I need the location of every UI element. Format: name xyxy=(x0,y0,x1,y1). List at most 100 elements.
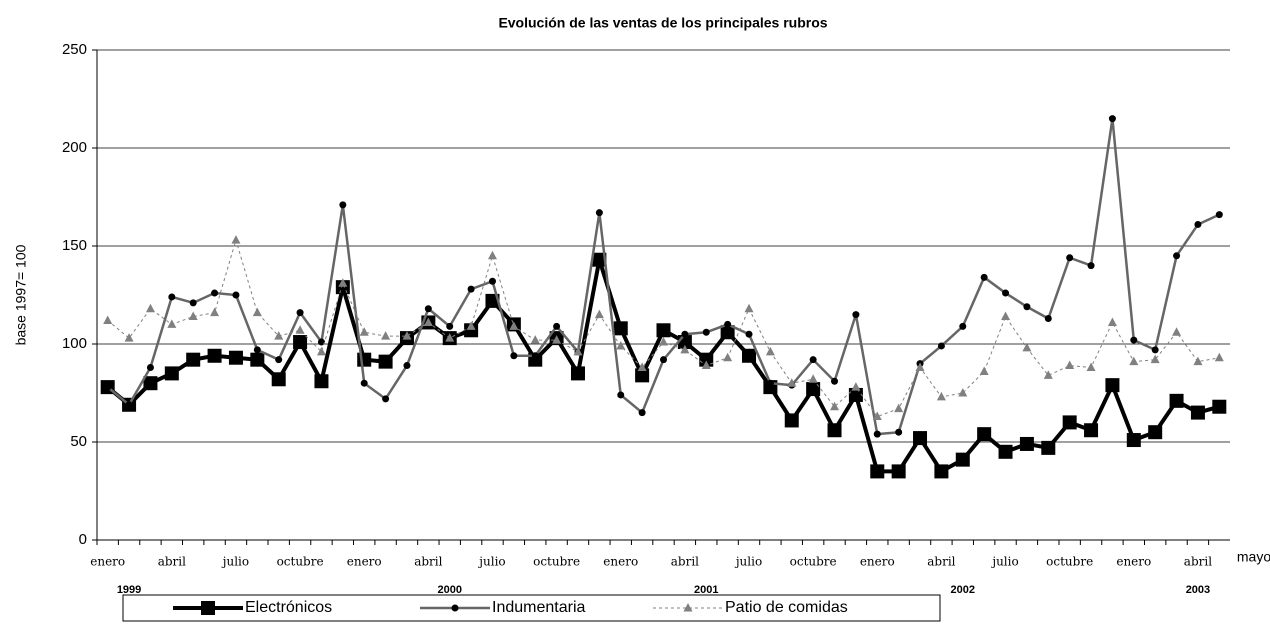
marker xyxy=(594,309,604,319)
marker xyxy=(959,322,967,330)
x-tick-label: octubre xyxy=(790,555,837,569)
x-tick-label: octubre xyxy=(1046,555,1093,569)
year-label: 1999 xyxy=(117,584,141,596)
year-label: 2000 xyxy=(437,584,461,596)
marker xyxy=(891,464,906,479)
marker xyxy=(295,325,305,334)
marker xyxy=(189,299,197,307)
marker xyxy=(1151,346,1159,354)
marker xyxy=(915,362,925,372)
marker xyxy=(1084,423,1099,438)
year-label: 2002 xyxy=(951,584,975,596)
marker xyxy=(1023,303,1031,311)
marker xyxy=(808,374,818,383)
marker xyxy=(445,333,455,342)
marker xyxy=(1108,115,1116,123)
y-tick-label: 100 xyxy=(62,335,87,352)
marker xyxy=(766,379,774,387)
marker xyxy=(275,356,283,364)
marker xyxy=(979,366,989,375)
marker xyxy=(296,309,304,317)
legend-box xyxy=(122,594,941,622)
marker xyxy=(274,331,284,340)
marker xyxy=(870,464,885,479)
marker xyxy=(681,330,689,338)
marker xyxy=(699,352,714,367)
marker xyxy=(765,346,775,356)
x-tick-label: julio xyxy=(990,555,1018,569)
legend-marker xyxy=(201,601,215,615)
series-line xyxy=(106,118,1220,436)
marker xyxy=(1022,342,1032,352)
series-line xyxy=(106,259,1220,475)
marker xyxy=(143,376,158,391)
x-tick-label: abril xyxy=(1184,555,1212,569)
marker xyxy=(250,352,265,367)
marker xyxy=(1129,356,1139,366)
marker xyxy=(570,366,585,381)
marker xyxy=(955,452,970,467)
marker xyxy=(124,333,134,342)
marker xyxy=(338,278,348,287)
marker xyxy=(1212,399,1227,414)
marker xyxy=(1193,356,1203,366)
x-tick-label: abril xyxy=(671,555,699,569)
marker xyxy=(378,354,393,369)
marker xyxy=(271,372,286,387)
marker xyxy=(359,327,369,336)
marker xyxy=(1172,327,1182,336)
marker xyxy=(701,360,711,370)
marker xyxy=(487,250,497,260)
marker xyxy=(852,311,860,319)
marker xyxy=(186,352,201,367)
marker xyxy=(809,356,817,364)
marker xyxy=(720,325,735,340)
marker xyxy=(1066,254,1074,262)
marker xyxy=(466,321,476,330)
marker xyxy=(232,291,240,299)
marker xyxy=(317,338,325,346)
x-tick-label: julio xyxy=(477,555,505,569)
y-tick-label: 50 xyxy=(70,433,87,450)
marker xyxy=(423,317,433,326)
marker xyxy=(1062,415,1077,430)
x-tick-label: abril xyxy=(414,555,442,569)
y-tick-label: 150 xyxy=(62,237,87,254)
marker xyxy=(998,444,1013,459)
x-tick-label: mayo xyxy=(1237,549,1270,565)
chart-title: Evolución de las ventas de los principal… xyxy=(498,15,827,31)
marker xyxy=(1086,362,1096,372)
x-tick-label: julio xyxy=(221,555,249,569)
marker xyxy=(357,352,372,367)
marker xyxy=(293,335,308,350)
marker xyxy=(531,352,539,360)
marker xyxy=(1044,315,1052,323)
marker xyxy=(613,321,628,336)
marker xyxy=(530,335,540,344)
marker xyxy=(146,364,154,372)
marker xyxy=(1065,360,1075,370)
marker xyxy=(553,322,561,330)
marker xyxy=(1194,220,1202,228)
marker xyxy=(339,201,347,209)
marker xyxy=(787,378,797,387)
marker xyxy=(1087,262,1095,270)
year-label: 2003 xyxy=(1186,584,1210,596)
marker xyxy=(806,382,821,397)
marker xyxy=(360,379,368,387)
marker xyxy=(1019,436,1034,451)
marker xyxy=(1214,352,1224,362)
legend-marker xyxy=(451,604,459,612)
marker xyxy=(125,401,133,409)
marker xyxy=(702,328,710,336)
marker xyxy=(659,337,668,346)
x-tick-label: enero xyxy=(1116,555,1151,569)
marker xyxy=(848,387,863,402)
marker xyxy=(1001,311,1011,321)
marker xyxy=(573,346,583,356)
x-tick-label: enero xyxy=(90,555,125,569)
marker xyxy=(592,252,607,267)
marker xyxy=(316,346,326,356)
marker xyxy=(851,382,861,391)
marker xyxy=(104,383,112,391)
